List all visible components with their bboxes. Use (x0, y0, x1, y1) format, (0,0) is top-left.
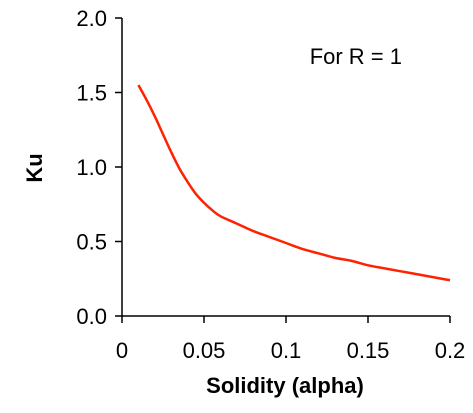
x-tick-label: 0.2 (435, 338, 466, 363)
y-tick-label: 2.0 (76, 6, 107, 31)
y-tick-label: 1.0 (76, 155, 107, 180)
x-tick-label: 0.15 (347, 338, 390, 363)
x-tick-label: 0.05 (183, 338, 226, 363)
y-axis-ticks: 0.0 0.5 1.0 1.5 2.0 (76, 6, 122, 329)
series-line (137, 84, 451, 282)
y-tick-label: 1.5 (76, 81, 107, 106)
x-tick-label: 0.1 (271, 338, 302, 363)
y-axis-title: Ku (22, 153, 47, 182)
y-tick-label: 0.5 (76, 230, 107, 255)
annotation-label: For R = 1 (310, 44, 402, 69)
series-layer (137, 84, 451, 282)
x-axis-ticks: 0 0.05 0.1 0.15 0.2 (116, 316, 465, 363)
x-tick-label: 0 (116, 338, 128, 363)
y-tick-label: 0.0 (76, 304, 107, 329)
x-axis-title: Solidity (alpha) (206, 373, 364, 398)
